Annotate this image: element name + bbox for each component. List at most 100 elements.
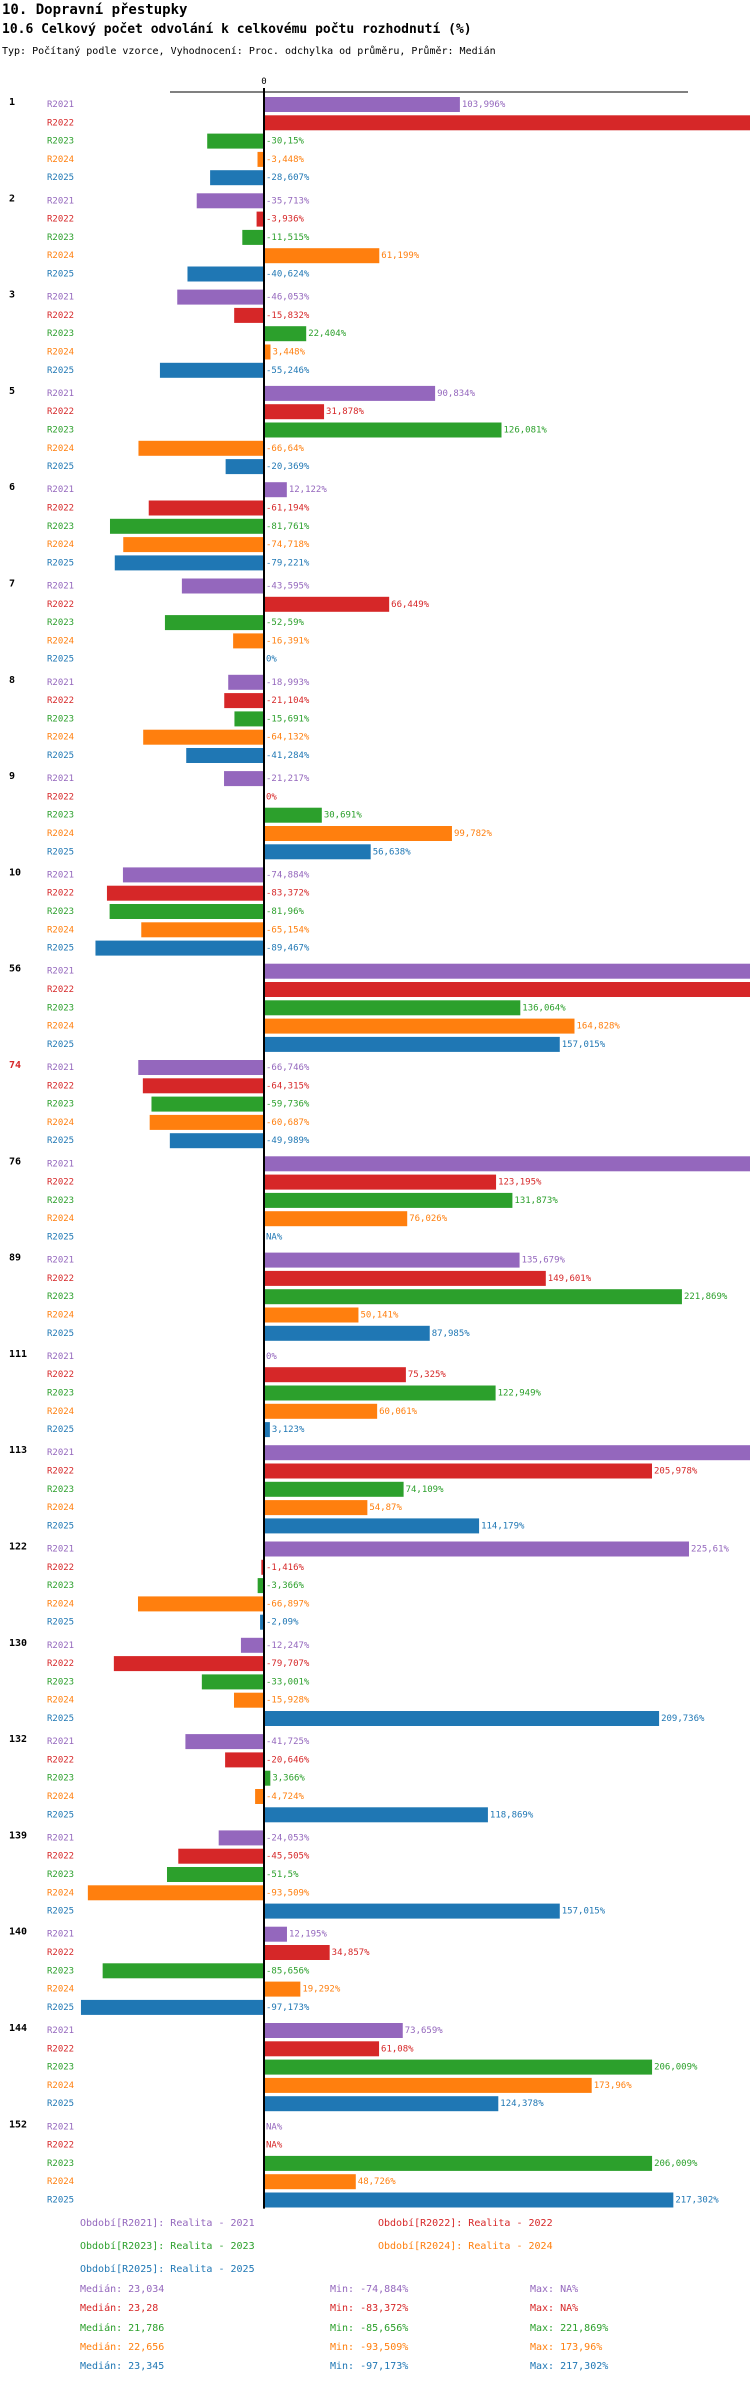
data-label: -52,59% (266, 618, 305, 628)
bar-6-R2024 (123, 537, 264, 553)
data-label: 3,123% (272, 1425, 305, 1435)
group-label-132: 132 (9, 1734, 27, 1745)
group-label-152: 152 (9, 2119, 27, 2130)
data-label: -43,595% (266, 582, 310, 592)
bar-6-R2022 (148, 500, 264, 516)
series-label: R2023 (47, 2159, 74, 2169)
series-label: R2022 (47, 504, 74, 514)
series-label: R2022 (47, 1563, 74, 1573)
bar-152-R2024 (264, 2174, 356, 2190)
data-label: NA% (266, 1233, 283, 1243)
data-label: -33,001% (266, 1677, 310, 1687)
bar-122-R2024 (137, 1596, 264, 1612)
bar-113-R2023 (264, 1481, 404, 1497)
legend-min-r2021: Min: -74,884% (330, 2284, 409, 2295)
data-label: NA% (266, 2141, 283, 2151)
series-label: R2023 (47, 137, 74, 147)
bar-76-R2022 (264, 1174, 497, 1190)
bar-111-R2023 (264, 1385, 496, 1401)
bar-140-R2022 (264, 1945, 330, 1960)
bar-89-R2022 (264, 1270, 546, 1286)
series-label: R2024 (47, 251, 74, 261)
series-label: R2023 (47, 426, 74, 436)
data-label: -4,724% (266, 1792, 305, 1802)
bar-9-R2024 (264, 826, 452, 841)
series-label: R2021 (47, 485, 74, 495)
data-label: -30,15% (266, 137, 305, 147)
data-label: 0% (266, 655, 277, 665)
series-label: R2025 (47, 1714, 74, 1724)
data-label: -60,687% (266, 1118, 310, 1128)
series-label: R2021 (47, 100, 74, 110)
group-label-6: 6 (9, 482, 15, 493)
page-title: 10. Dopravní přestupky (2, 2, 188, 18)
bar-2-R2025 (187, 266, 264, 282)
bar-144-R2023 (264, 2059, 653, 2075)
data-label: 126,081% (504, 426, 548, 436)
bar-122-R2022 (261, 1559, 264, 1575)
data-label: 61,199% (381, 251, 420, 261)
data-label: 60,061% (379, 1407, 418, 1417)
bar-3-R2025 (159, 362, 264, 378)
series-label: R2025 (47, 558, 74, 568)
data-label: 118,869% (490, 1810, 534, 1820)
bar-132-R2024 (255, 1789, 264, 1804)
data-label: 87,985% (432, 1329, 471, 1339)
data-label: 0% (266, 792, 277, 802)
bar-10-R2024 (141, 922, 264, 938)
series-label: R2024 (47, 2177, 74, 2187)
series-label: R2021 (47, 389, 74, 399)
series-label: R2024 (47, 733, 74, 743)
bar-56-R2024 (264, 1018, 575, 1034)
series-label: R2023 (47, 907, 74, 917)
data-label: 22,404% (308, 329, 347, 339)
series-label: R2025 (47, 1810, 74, 1820)
group-label-111: 111 (9, 1349, 27, 1360)
bar-8-R2021 (228, 674, 264, 690)
bar-122-R2023 (257, 1578, 264, 1594)
series-label: R2025 (47, 270, 74, 280)
bar-1-R2022 (264, 115, 750, 131)
data-label: -81,761% (266, 522, 310, 532)
series-label: R2022 (47, 2044, 74, 2054)
bar-76-R2023 (264, 1192, 513, 1208)
data-label: -74,884% (266, 870, 310, 880)
series-label: R2023 (47, 1870, 74, 1880)
series-label: R2024 (47, 444, 74, 454)
series-label: R2025 (47, 1907, 74, 1917)
data-label: 50,141% (360, 1311, 399, 1321)
bar-139-R2021 (218, 1830, 264, 1846)
bar-74-R2025 (169, 1133, 264, 1149)
bar-1-R2024 (257, 151, 264, 167)
data-label: 114,179% (481, 1521, 525, 1531)
data-label: 19,292% (302, 1985, 341, 1995)
bar-8-R2022 (224, 693, 264, 709)
data-label: -64,315% (266, 1081, 310, 1091)
data-label: -3,448% (266, 155, 305, 165)
series-label: R2024 (47, 636, 74, 646)
bar-56-R2022 (264, 982, 750, 997)
bar-7-R2021 (181, 578, 264, 594)
series-label: R2025 (47, 1618, 74, 1628)
data-label: 31,878% (326, 407, 365, 417)
data-label: 0% (266, 1352, 277, 1362)
group-label-76: 76 (9, 1156, 21, 1167)
data-label: 30,691% (324, 811, 363, 821)
bar-7-R2024 (233, 633, 264, 649)
legend-min-r2024: Min: -93,509% (330, 2341, 409, 2353)
group-label-2: 2 (9, 193, 15, 204)
bar-140-R2021 (264, 1926, 287, 1942)
bar-7-R2023 (164, 615, 264, 631)
series-label: R2023 (47, 329, 74, 339)
data-label: -74,718% (266, 540, 310, 550)
series-label: R2021 (47, 582, 74, 592)
data-label: -15,691% (266, 714, 310, 724)
group-label-144: 144 (9, 2023, 27, 2034)
series-label: R2023 (47, 1581, 74, 1591)
bar-2-R2024 (264, 248, 380, 264)
series-label: R2025 (47, 655, 74, 665)
bar-140-R2025 (80, 1999, 264, 2015)
series-label: R2021 (47, 1737, 74, 1747)
series-label: R2021 (47, 1641, 74, 1651)
data-label: 56,638% (373, 847, 412, 857)
